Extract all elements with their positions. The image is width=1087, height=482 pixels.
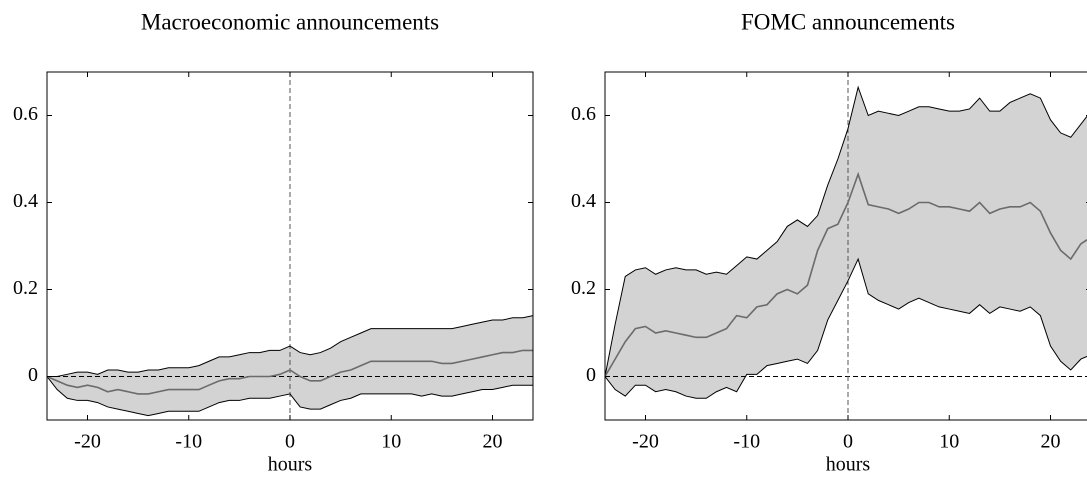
y-tick-label: 0.4 (13, 190, 38, 212)
y-tick-label: 0.2 (571, 277, 596, 299)
x-tick-label: 20 (483, 431, 503, 453)
chart-title: Macroeconomic announcements (141, 9, 439, 34)
x-tick-label: -20 (632, 431, 659, 453)
x-axis-label: hours (826, 454, 871, 476)
band-edge (46, 376, 533, 417)
confidence-band (605, 87, 1087, 399)
x-tick-label: 0 (843, 431, 853, 453)
x-tick-label: 10 (939, 431, 959, 453)
y-tick-label: 0.4 (571, 190, 596, 212)
y-tick-label: 0.2 (13, 277, 38, 299)
y-tick-label: 0 (586, 364, 596, 386)
mean-line (46, 349, 533, 395)
x-tick-label: -10 (733, 431, 760, 453)
x-tick-label: 10 (381, 431, 401, 453)
x-tick-label: 0 (285, 431, 295, 453)
x-tick-label: -20 (74, 431, 101, 453)
confidence-band (47, 315, 533, 416)
mean-line (604, 171, 1087, 377)
y-tick-label: 0.6 (13, 103, 38, 125)
y-tick-label: 0.6 (571, 103, 596, 125)
y-tick-label: 0 (28, 364, 38, 386)
band-edge (604, 257, 1087, 399)
chart-title: FOMC announcements (741, 9, 955, 34)
band-edge (47, 315, 534, 377)
x-tick-label: 20 (1041, 431, 1061, 453)
x-axis-label: hours (268, 454, 313, 476)
x-tick-label: -10 (175, 431, 202, 453)
band-edge (604, 85, 1087, 377)
